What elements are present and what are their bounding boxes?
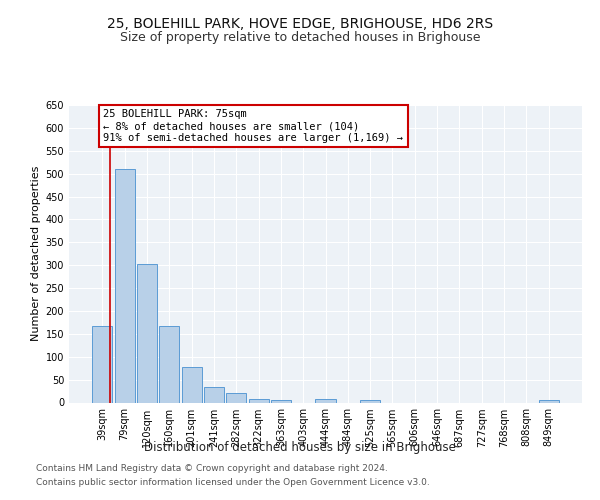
Bar — [226, 394, 246, 402]
Bar — [204, 388, 224, 402]
Bar — [182, 367, 202, 402]
Y-axis label: Number of detached properties: Number of detached properties — [31, 166, 41, 342]
Text: Contains HM Land Registry data © Crown copyright and database right 2024.: Contains HM Land Registry data © Crown c… — [36, 464, 388, 473]
Bar — [271, 400, 291, 402]
Text: Contains public sector information licensed under the Open Government Licence v3: Contains public sector information licen… — [36, 478, 430, 487]
Bar — [159, 326, 179, 402]
Bar — [115, 169, 135, 402]
Bar — [248, 399, 269, 402]
Bar — [360, 400, 380, 402]
Bar — [137, 264, 157, 402]
Bar — [92, 326, 112, 402]
Text: Size of property relative to detached houses in Brighouse: Size of property relative to detached ho… — [120, 31, 480, 44]
Bar — [316, 399, 335, 402]
Text: 25 BOLEHILL PARK: 75sqm
← 8% of detached houses are smaller (104)
91% of semi-de: 25 BOLEHILL PARK: 75sqm ← 8% of detached… — [103, 110, 403, 142]
Text: Distribution of detached houses by size in Brighouse: Distribution of detached houses by size … — [144, 441, 456, 454]
Bar — [539, 400, 559, 402]
Text: 25, BOLEHILL PARK, HOVE EDGE, BRIGHOUSE, HD6 2RS: 25, BOLEHILL PARK, HOVE EDGE, BRIGHOUSE,… — [107, 18, 493, 32]
